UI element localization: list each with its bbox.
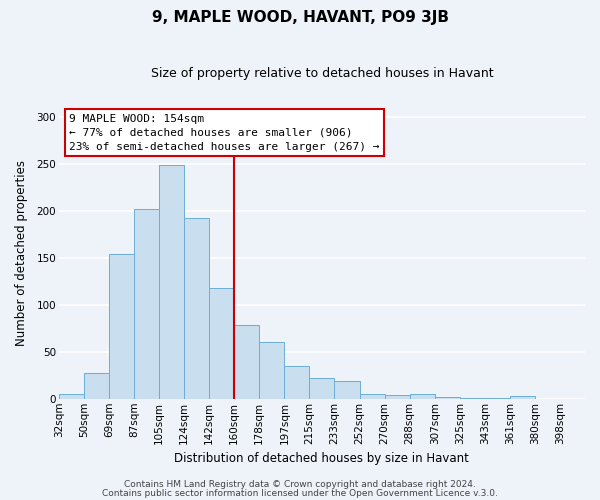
- Bar: [460, 398, 485, 399]
- Y-axis label: Number of detached properties: Number of detached properties: [15, 160, 28, 346]
- Bar: [510, 396, 535, 399]
- Bar: [159, 166, 184, 399]
- Title: Size of property relative to detached houses in Havant: Size of property relative to detached ho…: [151, 68, 493, 80]
- Bar: [84, 374, 109, 399]
- Bar: [359, 394, 385, 399]
- Bar: [134, 210, 159, 399]
- Bar: [184, 218, 209, 399]
- Text: 9 MAPLE WOOD: 154sqm
← 77% of detached houses are smaller (906)
23% of semi-deta: 9 MAPLE WOOD: 154sqm ← 77% of detached h…: [70, 114, 380, 152]
- Bar: [310, 378, 334, 399]
- Bar: [234, 324, 259, 399]
- Text: Contains HM Land Registry data © Crown copyright and database right 2024.: Contains HM Land Registry data © Crown c…: [124, 480, 476, 489]
- Bar: [485, 398, 510, 399]
- Bar: [410, 394, 434, 399]
- Text: Contains public sector information licensed under the Open Government Licence v.: Contains public sector information licen…: [102, 488, 498, 498]
- Bar: [259, 342, 284, 399]
- Bar: [284, 366, 310, 399]
- Bar: [385, 395, 410, 399]
- Bar: [109, 254, 134, 399]
- X-axis label: Distribution of detached houses by size in Havant: Distribution of detached houses by size …: [175, 452, 469, 465]
- Text: 9, MAPLE WOOD, HAVANT, PO9 3JB: 9, MAPLE WOOD, HAVANT, PO9 3JB: [151, 10, 449, 25]
- Bar: [334, 381, 359, 399]
- Bar: [59, 394, 84, 399]
- Bar: [209, 288, 234, 399]
- Bar: [434, 397, 460, 399]
